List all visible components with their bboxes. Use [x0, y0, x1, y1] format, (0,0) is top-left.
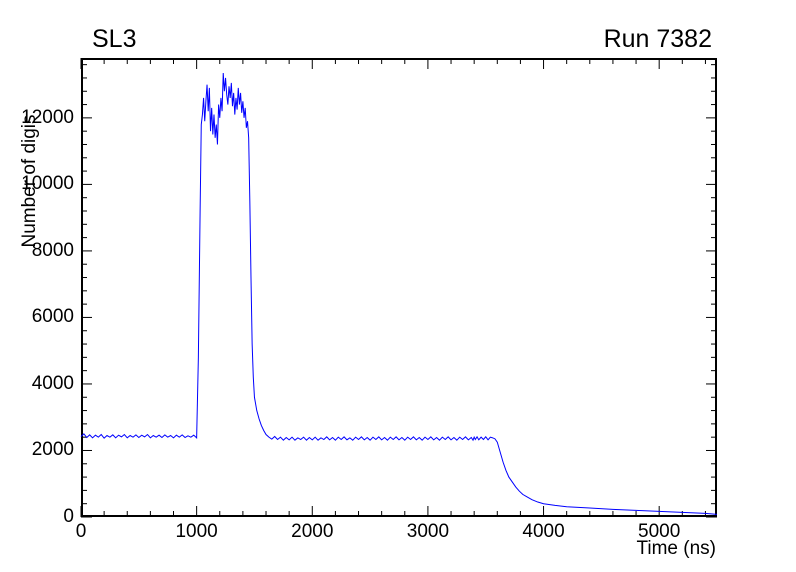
x-tick-label-1000: 1000	[175, 521, 218, 542]
y-tick-label-8000: 8000	[31, 239, 74, 261]
y-tick-label-12000: 12000	[21, 106, 74, 128]
y-tick-label-10000: 10000	[21, 173, 74, 195]
x-axis-label: Time (ns)	[636, 538, 716, 559]
y-axis-zero-label: 0	[63, 506, 74, 527]
x-tick-label-4000: 4000	[522, 521, 565, 542]
x-tick-label-2000: 2000	[291, 521, 334, 542]
data-series-0	[80, 72, 718, 515]
x-tick-label-3000: 3000	[406, 521, 450, 542]
y-tick-label-4000: 4000	[31, 372, 74, 394]
axis-ticks	[80, 58, 717, 518]
page-title: SL3	[92, 25, 137, 53]
run-label: Run 7382	[603, 25, 712, 53]
y-tick-label-6000: 6000	[31, 306, 74, 328]
x-tick-label-5000: 5000	[638, 521, 681, 542]
data-series-group	[80, 72, 718, 515]
y-tick-label-2000: 2000	[31, 439, 74, 461]
plot-frame	[81, 58, 717, 517]
x-tick-label-0: 0	[75, 521, 87, 542]
